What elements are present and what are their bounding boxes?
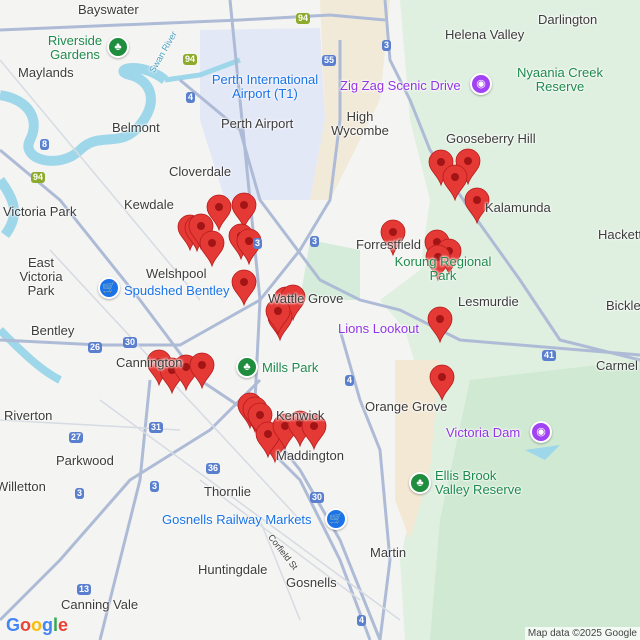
label-maddington: Maddington: [276, 448, 344, 463]
label-helena-valley: Helena Valley: [445, 27, 525, 42]
label-cannington: Cannington: [116, 355, 183, 370]
map-marker-pin[interactable]: [199, 230, 225, 268]
route-shield-icon: 94: [296, 13, 311, 24]
label-darlington: Darlington: [538, 12, 598, 27]
map-marker-pin[interactable]: [236, 228, 262, 266]
camera-icon[interactable]: ◉: [530, 421, 552, 443]
google-logo: Google: [6, 615, 69, 635]
label-thornlie: Thornlie: [204, 484, 251, 499]
label-parkwood: Parkwood: [56, 453, 114, 468]
map-marker-pin[interactable]: [442, 164, 468, 202]
label-canning-vale: Canning Vale: [61, 597, 139, 612]
route-shield-icon: 41: [542, 350, 557, 361]
route-shield-icon: 94: [183, 54, 198, 65]
label-nyaania: Nyaania Creek Reserve: [517, 65, 603, 94]
map-marker-pin[interactable]: [455, 148, 481, 186]
label-kalamunda: Kalamunda: [485, 200, 551, 215]
label-victoria-dam: Victoria Dam: [446, 425, 521, 440]
label-riverton: Riverton: [4, 408, 53, 423]
route-shield-icon: 4: [357, 615, 367, 626]
park-icon[interactable]: ♣: [409, 472, 431, 494]
route-shield-icon: 31: [149, 422, 164, 433]
label-east-victoria-park: East Victoria Park: [19, 255, 63, 298]
label-cloverdale: Cloverdale: [169, 164, 232, 179]
label-bickley: Bickley: [606, 298, 640, 313]
map-marker-pin[interactable]: [206, 194, 232, 232]
label-wattle-grove: Wattle Grove: [268, 291, 344, 306]
label-perth-airport: Perth Airport: [221, 116, 294, 131]
route-shield-icon: 94: [31, 172, 46, 183]
route-shield-icon: 4: [345, 375, 355, 386]
map-marker-pin[interactable]: [425, 244, 451, 282]
park-icon[interactable]: ♣: [236, 356, 258, 378]
map-marker-pin[interactable]: [265, 298, 291, 336]
label-carmel: Carmel: [596, 358, 638, 373]
label-zig-zag: Zig Zag Scenic Drive: [340, 78, 461, 93]
label-gooseberry-hill: Gooseberry Hill: [446, 131, 536, 146]
map-marker-pin[interactable]: [380, 219, 406, 257]
label-high-wycombe: High Wycombe: [331, 109, 389, 138]
route-shield-icon: 27: [69, 432, 84, 443]
label-gosnells: Gosnells: [286, 575, 337, 590]
route-shield-icon: 30: [123, 337, 138, 348]
label-kenwick: Kenwick: [276, 408, 325, 423]
map-marker-pin[interactable]: [189, 352, 215, 390]
route-shield-icon: 3: [150, 481, 160, 492]
route-shield-icon: 36: [206, 463, 221, 474]
label-bayswater: Bayswater: [78, 2, 139, 17]
label-korung: Korung Regional Park: [394, 254, 492, 283]
route-shield-icon: 3: [75, 488, 85, 499]
label-ellis-brook: Ellis Brook Valley Reserve: [435, 468, 522, 497]
map-attribution[interactable]: Map data ©2025 Google: [524, 627, 640, 640]
map-marker-pin[interactable]: [429, 364, 455, 402]
camera-icon[interactable]: ◉: [470, 73, 492, 95]
label-kewdale: Kewdale: [124, 197, 174, 212]
route-shield-icon: 30: [310, 492, 325, 503]
route-shield-icon: 3: [310, 236, 320, 247]
map-marker-pin[interactable]: [301, 413, 327, 451]
park-icon[interactable]: ♣: [107, 36, 129, 58]
route-shield-icon: 8: [40, 139, 50, 150]
map-marker-pin[interactable]: [427, 306, 453, 344]
route-shield-icon: 3: [253, 238, 263, 249]
label-gosnells-markets: Gosnells Railway Markets: [162, 512, 312, 527]
label-lesmurdie: Lesmurdie: [458, 294, 519, 309]
label-spudshed: Spudshed Bentley: [124, 283, 230, 298]
shopping-cart-icon[interactable]: 🛒: [325, 508, 347, 530]
label-victoria-park: Victoria Park: [3, 204, 77, 219]
label-riverside-gardens: Riverside Gardens: [47, 33, 103, 62]
label-forrestfield: Forrestfield: [356, 237, 422, 252]
map-marker-pin[interactable]: [146, 349, 172, 387]
label-lions-lookout: Lions Lookout: [338, 321, 419, 336]
label-huntingdale: Huntingdale: [198, 562, 268, 577]
label-hacketts: Hacketts: [598, 227, 640, 242]
label-orange-grove: Orange Grove: [365, 399, 448, 414]
route-shield-icon: 3: [382, 40, 392, 51]
label-willetton: Willetton: [0, 479, 46, 494]
label-belmont: Belmont: [112, 120, 160, 135]
map-marker-pin[interactable]: [231, 269, 257, 307]
label-maylands: Maylands: [18, 65, 74, 80]
label-welshpool: Welshpool: [146, 266, 207, 281]
route-shield-icon: 55: [322, 55, 337, 66]
route-shield-icon: 4: [186, 92, 196, 103]
shopping-cart-icon[interactable]: 🛒: [98, 277, 120, 299]
label-bentley: Bentley: [31, 323, 75, 338]
label-martin: Martin: [370, 545, 407, 560]
map-marker-pin[interactable]: [231, 192, 257, 230]
label-mills-park: Mills Park: [262, 360, 319, 375]
route-shield-icon: 26: [88, 342, 103, 353]
label-airport: Perth International Airport (T1): [211, 72, 319, 101]
route-shield-icon: 13: [77, 584, 92, 595]
map-marker-pin[interactable]: [464, 187, 490, 225]
